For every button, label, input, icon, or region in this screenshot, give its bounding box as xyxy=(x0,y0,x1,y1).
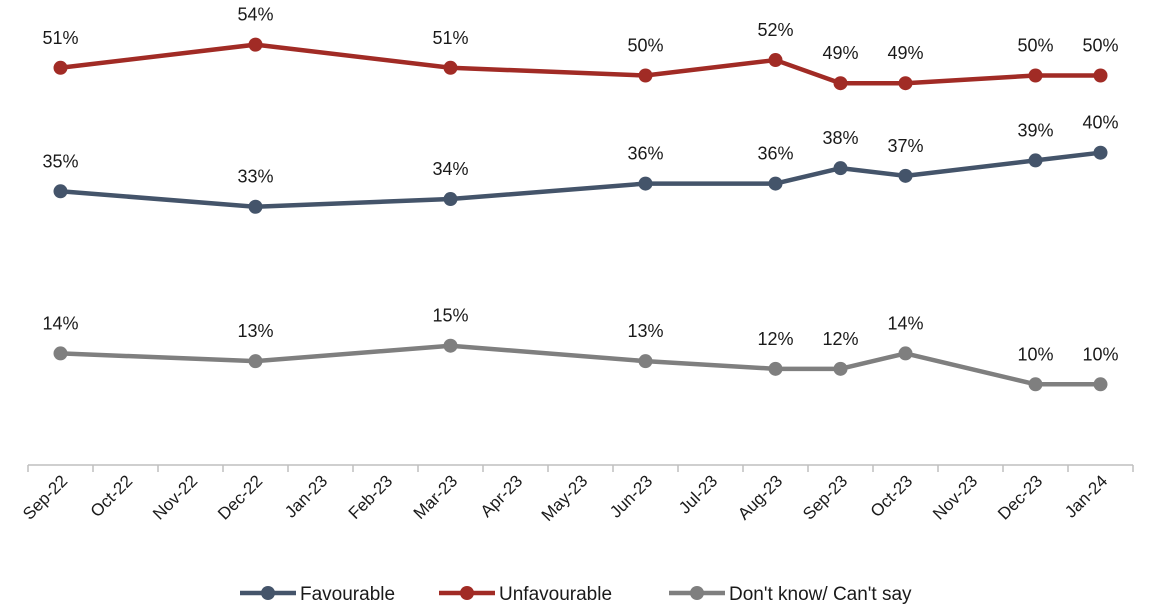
legend-swatch-marker xyxy=(460,586,474,600)
x-tick-label: Oct-23 xyxy=(867,471,917,521)
data-label: 49% xyxy=(887,43,923,63)
data-label: 33% xyxy=(237,167,273,187)
data-label: 49% xyxy=(822,43,858,63)
data-point xyxy=(898,346,913,361)
data-label: 39% xyxy=(1017,120,1053,140)
data-point xyxy=(898,168,913,183)
data-label: 34% xyxy=(432,159,468,179)
data-label: 12% xyxy=(822,329,858,349)
data-point xyxy=(443,60,458,75)
data-label: 52% xyxy=(757,20,793,40)
data-point xyxy=(638,176,653,191)
data-label: 50% xyxy=(1017,36,1053,56)
data-point xyxy=(53,184,68,199)
data-point xyxy=(1028,153,1043,168)
data-label: 36% xyxy=(757,144,793,164)
data-label: 37% xyxy=(887,136,923,156)
data-label: 36% xyxy=(627,144,663,164)
data-label: 14% xyxy=(42,313,78,333)
data-label: 10% xyxy=(1017,344,1053,364)
x-tick-label: Apr-23 xyxy=(477,471,527,521)
data-label: 12% xyxy=(757,329,793,349)
legend: Favourable Unfavourable Don't know/ Can't … xyxy=(240,584,912,605)
data-label: 40% xyxy=(1082,113,1118,133)
x-tick-label: Nov-22 xyxy=(149,471,201,523)
x-tick-label: Dec-23 xyxy=(994,471,1046,523)
series-line xyxy=(58,150,1103,209)
x-tick-label: May-23 xyxy=(538,471,592,525)
data-label: 51% xyxy=(42,28,78,48)
x-tick-label: Jul-23 xyxy=(675,471,721,517)
data-point xyxy=(443,192,458,207)
data-label: 13% xyxy=(627,321,663,341)
x-tick-label: Sep-22 xyxy=(19,471,71,523)
data-point xyxy=(768,53,783,68)
data-point xyxy=(833,161,848,176)
data-label: 54% xyxy=(237,5,273,25)
x-tick-label: Nov-23 xyxy=(929,471,981,523)
data-point xyxy=(53,346,68,361)
data-point xyxy=(768,176,783,191)
x-tick-label: Dec-22 xyxy=(214,471,266,523)
data-label: 50% xyxy=(627,36,663,56)
data-point xyxy=(1028,68,1043,83)
legend-swatch-marker xyxy=(690,586,704,600)
series-unfavourable: 51% 54% 51% 50% 52% 49% 49% 50% 50% xyxy=(42,5,1119,91)
x-tick-label: Feb-23 xyxy=(345,471,397,523)
series-line xyxy=(58,42,1103,86)
data-point xyxy=(833,361,848,376)
x-axis-ticks: Sep-22 Oct-22 Nov-22 Dec-22 Jan-23 Feb-23 Mar-… xyxy=(19,465,1134,525)
data-point xyxy=(768,361,783,376)
data-label: 15% xyxy=(432,306,468,326)
data-label: 10% xyxy=(1082,344,1118,364)
data-point xyxy=(1093,145,1108,160)
data-point xyxy=(638,68,653,83)
data-point xyxy=(1028,377,1043,392)
data-label: 51% xyxy=(432,28,468,48)
x-tick-label: Jan-23 xyxy=(281,471,331,521)
data-label: 13% xyxy=(237,321,273,341)
x-tick-label: Mar-23 xyxy=(410,471,462,523)
legend-item: Don't know/ Can't say xyxy=(669,584,912,605)
data-point xyxy=(443,338,458,353)
data-label: 50% xyxy=(1082,36,1118,56)
data-point xyxy=(248,354,263,369)
legend-item: Unfavourable xyxy=(439,584,612,605)
x-tick-label: Jan-24 xyxy=(1061,471,1111,521)
x-tick-label: Sep-23 xyxy=(799,471,851,523)
legend-label: Unfavourable xyxy=(499,584,612,605)
legend-swatch-marker xyxy=(261,586,275,600)
legend-label: Favourable xyxy=(300,584,395,605)
data-point xyxy=(638,354,653,369)
x-tick-label: Oct-22 xyxy=(87,471,137,521)
data-label: 35% xyxy=(42,151,78,171)
series-don-t-know-can-t-say: 14% 13% 15% 13% 12% 12% 14% 10% 10% xyxy=(42,306,1119,392)
series-line xyxy=(58,343,1103,387)
data-point xyxy=(53,60,68,75)
data-label: 14% xyxy=(887,313,923,333)
series-group: 35%33% 34%36% 36%38% 37%39% 40%51%54%51% 50%5… xyxy=(42,5,1119,392)
data-point xyxy=(833,76,848,91)
data-point xyxy=(248,199,263,214)
x-tick-label: Aug-23 xyxy=(734,471,786,523)
data-point xyxy=(248,37,263,52)
series-favourable: 35% 33% 34% 36% 36% 38% 37% 39% 40% xyxy=(42,113,1119,214)
data-label: 38% xyxy=(822,128,858,148)
data-point xyxy=(1093,377,1108,392)
legend-item: Favourable xyxy=(240,584,395,605)
data-point xyxy=(898,76,913,91)
data-point xyxy=(1093,68,1108,83)
legend-label: Don't know/ Can't say xyxy=(729,584,912,605)
x-tick-label: Jun-23 xyxy=(606,471,656,521)
